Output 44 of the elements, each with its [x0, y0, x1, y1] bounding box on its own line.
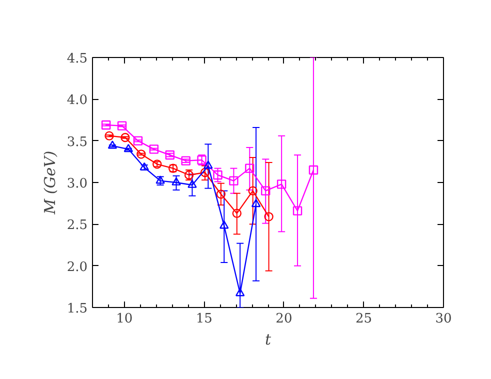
point	[120, 132, 130, 142]
point	[248, 186, 258, 196]
point	[101, 120, 111, 130]
point	[292, 206, 302, 216]
y-tick-label: 3.0	[66, 176, 88, 192]
y-tick-label: 4.0	[66, 93, 88, 108]
x-tick-label: 25	[355, 312, 372, 326]
y-tick-label: 3.5	[66, 134, 88, 150]
point	[308, 165, 318, 175]
x-tick-label: 10	[116, 312, 133, 326]
point	[216, 190, 226, 199]
point	[220, 220, 229, 229]
x-tick-label: 15	[196, 312, 212, 326]
point	[104, 131, 114, 140]
point	[261, 186, 270, 196]
point	[149, 144, 159, 154]
point	[229, 176, 238, 186]
point	[204, 160, 213, 169]
y-tick-label: 1.5	[66, 302, 88, 316]
point	[200, 168, 210, 178]
point	[245, 164, 254, 173]
x-tick-label: 30	[435, 312, 452, 326]
x-tick-label: 20	[276, 312, 292, 326]
point	[251, 198, 261, 208]
point	[232, 208, 242, 218]
point	[124, 144, 133, 152]
y-tick-label: 4.5	[66, 52, 88, 66]
y-tick-label: 2.0	[66, 260, 88, 275]
point	[213, 170, 222, 180]
point	[117, 121, 127, 130]
x-axis-title: t	[264, 330, 272, 348]
point	[140, 162, 149, 170]
point	[172, 177, 181, 186]
y-tick-label: 2.5	[66, 218, 88, 234]
point	[276, 180, 286, 189]
point	[133, 136, 143, 146]
point	[108, 140, 118, 149]
point	[136, 150, 146, 159]
point	[181, 156, 190, 166]
point	[165, 150, 174, 160]
point	[235, 288, 245, 296]
point	[264, 212, 274, 222]
y-axis-title: M (GeV)	[40, 150, 59, 216]
point	[188, 180, 197, 188]
